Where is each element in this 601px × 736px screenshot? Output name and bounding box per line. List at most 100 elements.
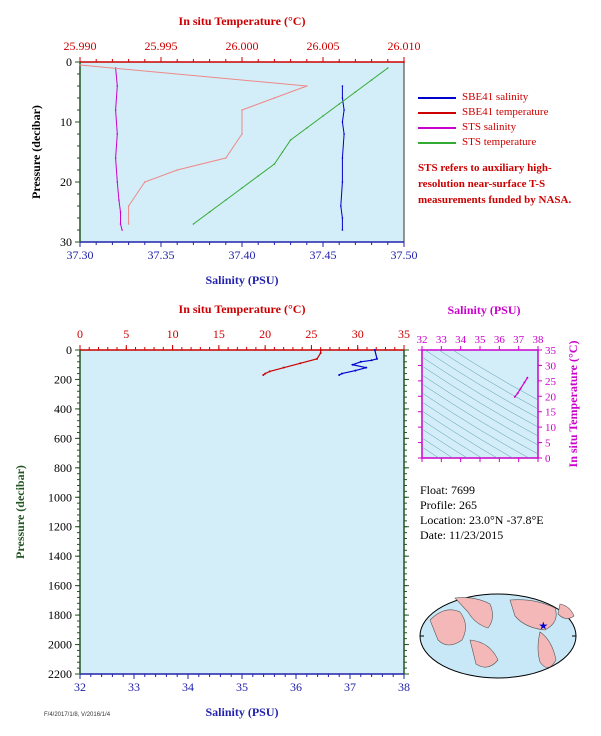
- data-point: [306, 85, 308, 87]
- data-point: [373, 349, 376, 351]
- ts-salinity-tick-label: 36: [494, 334, 506, 346]
- density-contour: [424, 350, 538, 419]
- density-contour: [422, 374, 538, 446]
- continent-shape: [454, 597, 493, 629]
- data-point: [116, 181, 119, 183]
- data-point: [144, 181, 146, 183]
- ts-temperature-tick-label: 0: [545, 453, 551, 465]
- data-point: [289, 139, 292, 141]
- plot-area: [79, 61, 405, 243]
- bottom-axis-title: Salinity (PSU): [205, 705, 278, 719]
- data-point: [338, 61, 341, 63]
- ts-temperature-tick-label: 10: [545, 422, 557, 434]
- data-point: [192, 223, 195, 225]
- salinity-tick-label: 35: [236, 680, 248, 694]
- legend-swatch: [418, 141, 456, 144]
- pressure-tick-label: 10: [60, 115, 72, 129]
- pressure-tick-label: 2200: [48, 667, 72, 681]
- salinity-tick-label: 37.50: [391, 248, 418, 262]
- density-contour: [422, 437, 454, 458]
- series-line: [193, 67, 389, 225]
- data-point: [281, 151, 284, 153]
- top-axis-title: In situ Temperature (°C): [179, 14, 306, 28]
- ts-plot-area: [421, 349, 539, 459]
- series-line: [115, 67, 123, 231]
- salinity-tick-label: 37.40: [229, 248, 256, 262]
- ts-salinity-tick-label: 32: [417, 334, 428, 346]
- data-point: [340, 205, 342, 207]
- salinity-tick-label: 37.35: [148, 248, 175, 262]
- ts-point: [513, 395, 516, 398]
- data-point: [340, 372, 343, 375]
- salinity-tick-label: 38: [398, 680, 410, 694]
- ts-salinity-tick-label: 35: [475, 334, 487, 346]
- temperature-tick-label: 26.005: [307, 39, 340, 53]
- ts-temperature-tick-label: 15: [545, 407, 557, 419]
- top-axis-title: In situ Temperature (°C): [179, 302, 306, 316]
- legend-swatch: [418, 111, 456, 114]
- pressure-tick-label: 1000: [48, 490, 72, 504]
- data-point: [299, 362, 302, 365]
- temperature-tick-label: 35: [398, 327, 410, 341]
- legend-label: STS salinity: [462, 121, 517, 133]
- density-contour: [422, 392, 530, 458]
- temperature-tick-label: 20: [259, 327, 271, 341]
- density-contour: [422, 383, 538, 455]
- series-line: [340, 86, 345, 230]
- ts-temperature-tick-label: 35: [545, 345, 557, 357]
- pressure-tick-label: 1200: [48, 520, 72, 534]
- temperature-tick-label: 0: [77, 327, 83, 341]
- temperature-tick-label: 10: [167, 327, 179, 341]
- float-location-marker: ★: [538, 619, 548, 632]
- data-point: [257, 175, 260, 177]
- temperature-tick-label: 26.010: [388, 39, 421, 53]
- density-contour: [422, 401, 514, 458]
- ts-temperature-tick-label: 20: [545, 391, 557, 403]
- data-point: [121, 229, 123, 231]
- pressure-tick-label: 600: [54, 431, 72, 445]
- data-point: [273, 97, 276, 99]
- pressure-tick-label: 1600: [48, 579, 72, 593]
- data-point: [351, 363, 354, 366]
- data-point: [241, 187, 243, 189]
- density-contour: [422, 428, 468, 458]
- data-point: [370, 359, 373, 362]
- data-point: [208, 211, 211, 213]
- density-contour: [422, 356, 538, 428]
- data-point: [341, 217, 344, 219]
- ts-salinity-tick-label: 37: [513, 334, 525, 346]
- ts-right-axis-title: In situ Temperature (°C): [566, 341, 580, 468]
- data-point: [79, 64, 81, 66]
- data-point: [273, 163, 276, 165]
- data-point: [338, 103, 341, 105]
- salinity-tick-label: 37.45: [310, 248, 337, 262]
- series-line: [79, 64, 307, 224]
- ts-salinity-tick-label: 38: [533, 334, 545, 346]
- data-point: [365, 366, 368, 369]
- salinity-tick-label: 37.30: [67, 248, 94, 262]
- data-point: [359, 360, 362, 363]
- pressure-tick-label: 2000: [48, 638, 72, 652]
- ts-salinity-tick-label: 34: [455, 334, 467, 346]
- data-point: [354, 91, 357, 93]
- data-point: [387, 67, 389, 69]
- data-point: [315, 357, 318, 360]
- salinity-tick-label: 37: [344, 680, 356, 694]
- data-point: [370, 79, 373, 81]
- pressure-tick-label: 0: [66, 55, 72, 69]
- temperature-tick-label: 30: [352, 327, 364, 341]
- ts-point: [516, 392, 519, 395]
- data-point: [282, 366, 285, 369]
- continent-shape: [469, 639, 499, 668]
- data-point: [322, 115, 324, 117]
- temperature-tick-label: 5: [123, 327, 129, 341]
- temperature-tick-label: 15: [213, 327, 225, 341]
- density-contour: [422, 365, 538, 437]
- date: Date: 11/23/2015: [420, 528, 504, 542]
- data-point: [262, 374, 265, 377]
- data-point: [376, 357, 378, 360]
- ts-point: [519, 387, 522, 390]
- data-point: [114, 109, 117, 111]
- data-point: [341, 157, 344, 159]
- data-point: [343, 109, 345, 111]
